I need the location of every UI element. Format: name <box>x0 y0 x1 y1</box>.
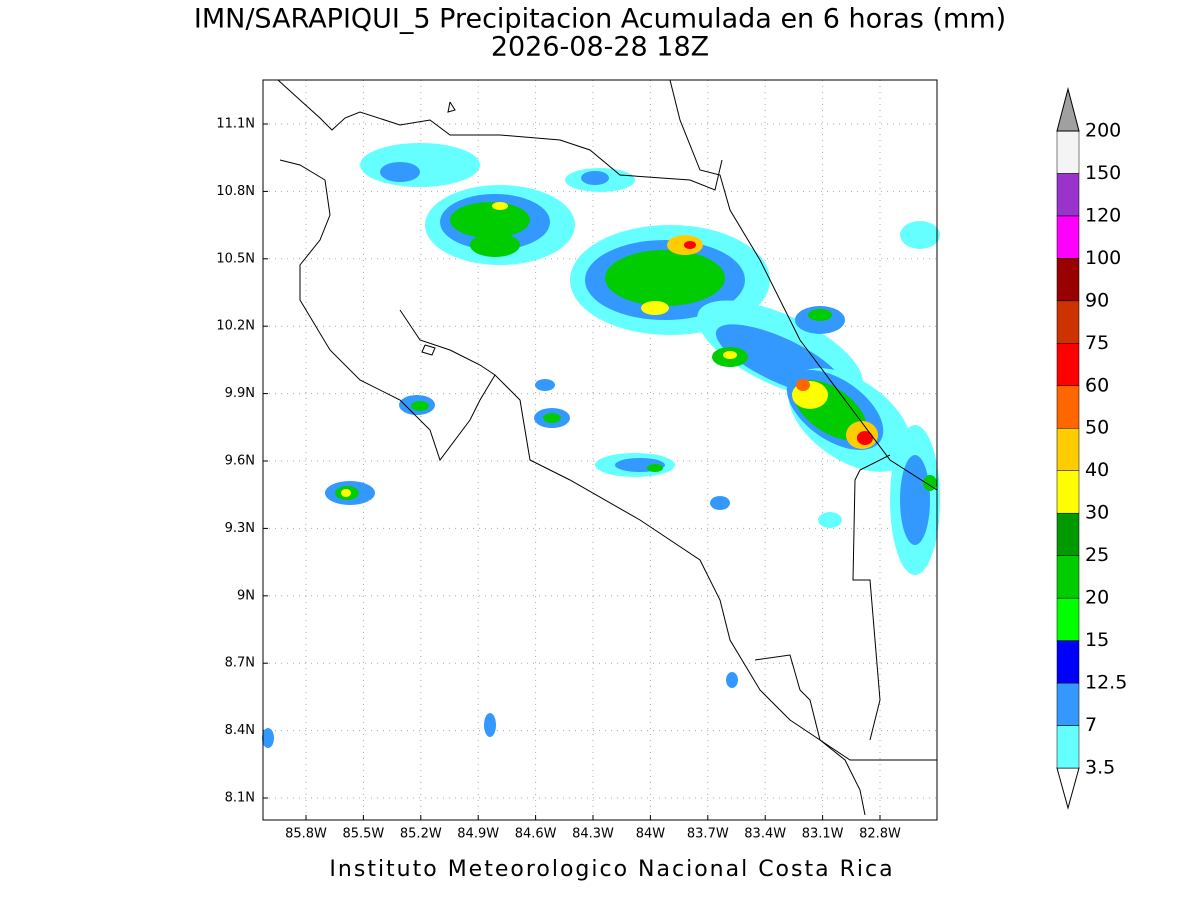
colorbar-box <box>1056 300 1080 344</box>
lat-tick-label: 9.3N <box>225 521 255 536</box>
colorbar-box <box>1056 640 1080 684</box>
colorbar: 3.5 7 12.5 15 20 25 30 40 50 60 75 90 100 120 150 200 <box>1056 86 1127 810</box>
colorbar-above <box>1056 86 1080 132</box>
title: IMN/SARAPIQUI_5 Precipitacion Acumulada … <box>194 4 1006 35</box>
lat-tick-label: 9.6N <box>225 454 255 469</box>
colorbar-label: 90 <box>1085 289 1109 311</box>
footer: Instituto Meteorologico Nacional Costa R… <box>329 857 894 882</box>
lon-tick-label: 84W <box>636 827 666 842</box>
subtitle: 2026-08-28 18Z <box>491 32 709 63</box>
colorbar-box <box>1056 512 1080 556</box>
colorbar-box <box>1056 385 1080 429</box>
lon-tick-label: 83.7W <box>687 827 729 842</box>
lon-tick-label: 84.3W <box>572 827 614 842</box>
colorbar-box <box>1056 597 1080 641</box>
colorbar-label: 12.5 <box>1085 672 1127 694</box>
colorbar-label: 120 <box>1085 204 1121 226</box>
colorbar-box <box>1056 258 1080 302</box>
lat-tick-label: 10.8N <box>216 184 255 199</box>
colorbar-label: 150 <box>1085 162 1121 184</box>
colorbar-label: 100 <box>1085 247 1121 269</box>
colorbar-label: 30 <box>1085 502 1109 524</box>
colorbar-box <box>1056 555 1080 599</box>
map-frame <box>262 79 938 821</box>
lon-tick-label: 85.2W <box>400 827 442 842</box>
lon-tick-label: 84.9W <box>457 827 499 842</box>
precipitation <box>262 143 940 748</box>
colorbar-label: 40 <box>1085 459 1109 481</box>
graticule: 85.8W 85.5W 85.2W 84.9W 84.6W 84.3W 84W 83.7W 83… <box>216 80 937 842</box>
colorbar-box <box>1056 343 1080 387</box>
lon-tick-label: 83.1W <box>802 827 844 842</box>
colorbar-label: 20 <box>1085 587 1109 609</box>
colorbar-box <box>1056 470 1080 514</box>
lon-tick-label: 85.8W <box>285 827 327 842</box>
colorbar-box <box>1056 130 1080 174</box>
lat-tick-label: 8.1N <box>225 791 255 806</box>
colorbar-box <box>1056 725 1080 769</box>
colorbar-box <box>1056 427 1080 471</box>
colorbar-box <box>1056 682 1080 726</box>
colorbar-label: 60 <box>1085 374 1109 396</box>
lat-tick-label: 9N <box>237 588 255 603</box>
lat-tick-label: 9.9N <box>225 386 255 401</box>
lat-tick-label: 11.1N <box>216 117 255 132</box>
lat-tick-label: 10.2N <box>216 319 255 334</box>
lon-tick-label: 85.5W <box>342 827 384 842</box>
colorbar-label: 3.5 <box>1085 757 1115 779</box>
lat-tick-label: 8.7N <box>225 656 255 671</box>
lon-tick-label: 83.4W <box>744 827 786 842</box>
colorbar-label: 7 <box>1085 714 1097 736</box>
colorbar-box <box>1056 215 1080 259</box>
lon-tick-label: 82.8W <box>859 827 901 842</box>
lat-tick-label: 10.5N <box>216 251 255 266</box>
colorbar-label: 15 <box>1085 629 1109 651</box>
colorbar-label: 200 <box>1085 119 1121 141</box>
colorbar-label: 50 <box>1085 417 1109 439</box>
lat-tick-label: 8.4N <box>225 723 255 738</box>
colorbar-box <box>1056 173 1080 217</box>
colorbar-label: 75 <box>1085 332 1109 354</box>
colorbar-label: 25 <box>1085 544 1109 566</box>
coastlines <box>277 79 938 816</box>
lon-tick-label: 84.6W <box>515 827 557 842</box>
